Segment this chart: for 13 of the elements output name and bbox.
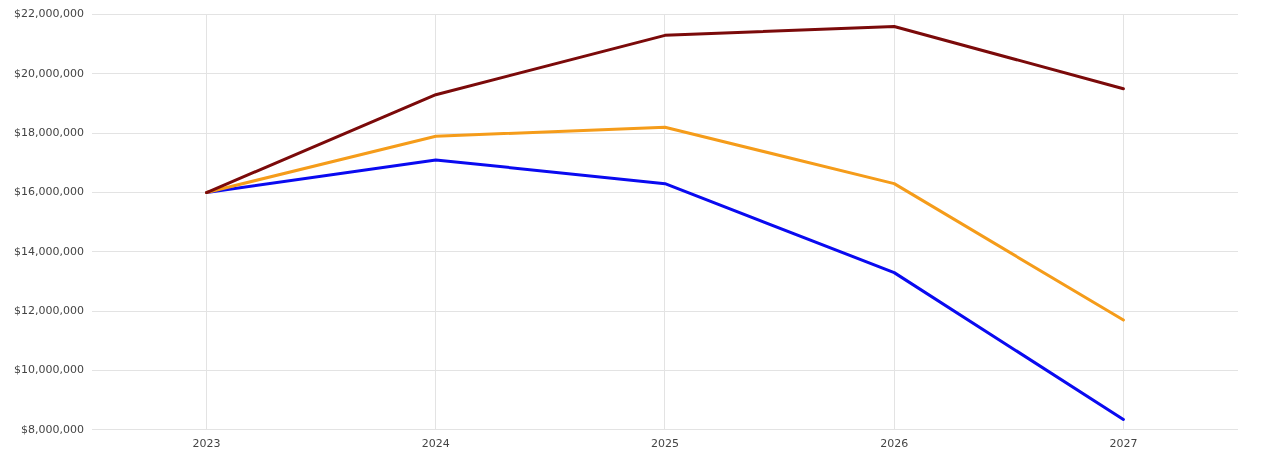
x-tick-label: 2026 xyxy=(880,437,909,451)
y-tick-label: $22,000,000 xyxy=(14,7,84,21)
x-tick-label: 2025 xyxy=(650,437,679,451)
x-tick-label: 2024 xyxy=(421,437,450,451)
y-tick-label: $12,000,000 xyxy=(14,304,84,318)
y-tick-label: $16,000,000 xyxy=(14,185,84,199)
y-tick-label: $10,000,000 xyxy=(14,363,84,377)
x-tick-label: 2023 xyxy=(192,437,221,451)
x-tick-label: 2027 xyxy=(1109,437,1138,451)
y-tick-label: $18,000,000 xyxy=(14,126,84,140)
y-tick-label: $20,000,000 xyxy=(14,66,84,80)
y-tick-label: $14,000,000 xyxy=(14,244,84,258)
y-tick-label: $8,000,000 xyxy=(21,422,84,436)
